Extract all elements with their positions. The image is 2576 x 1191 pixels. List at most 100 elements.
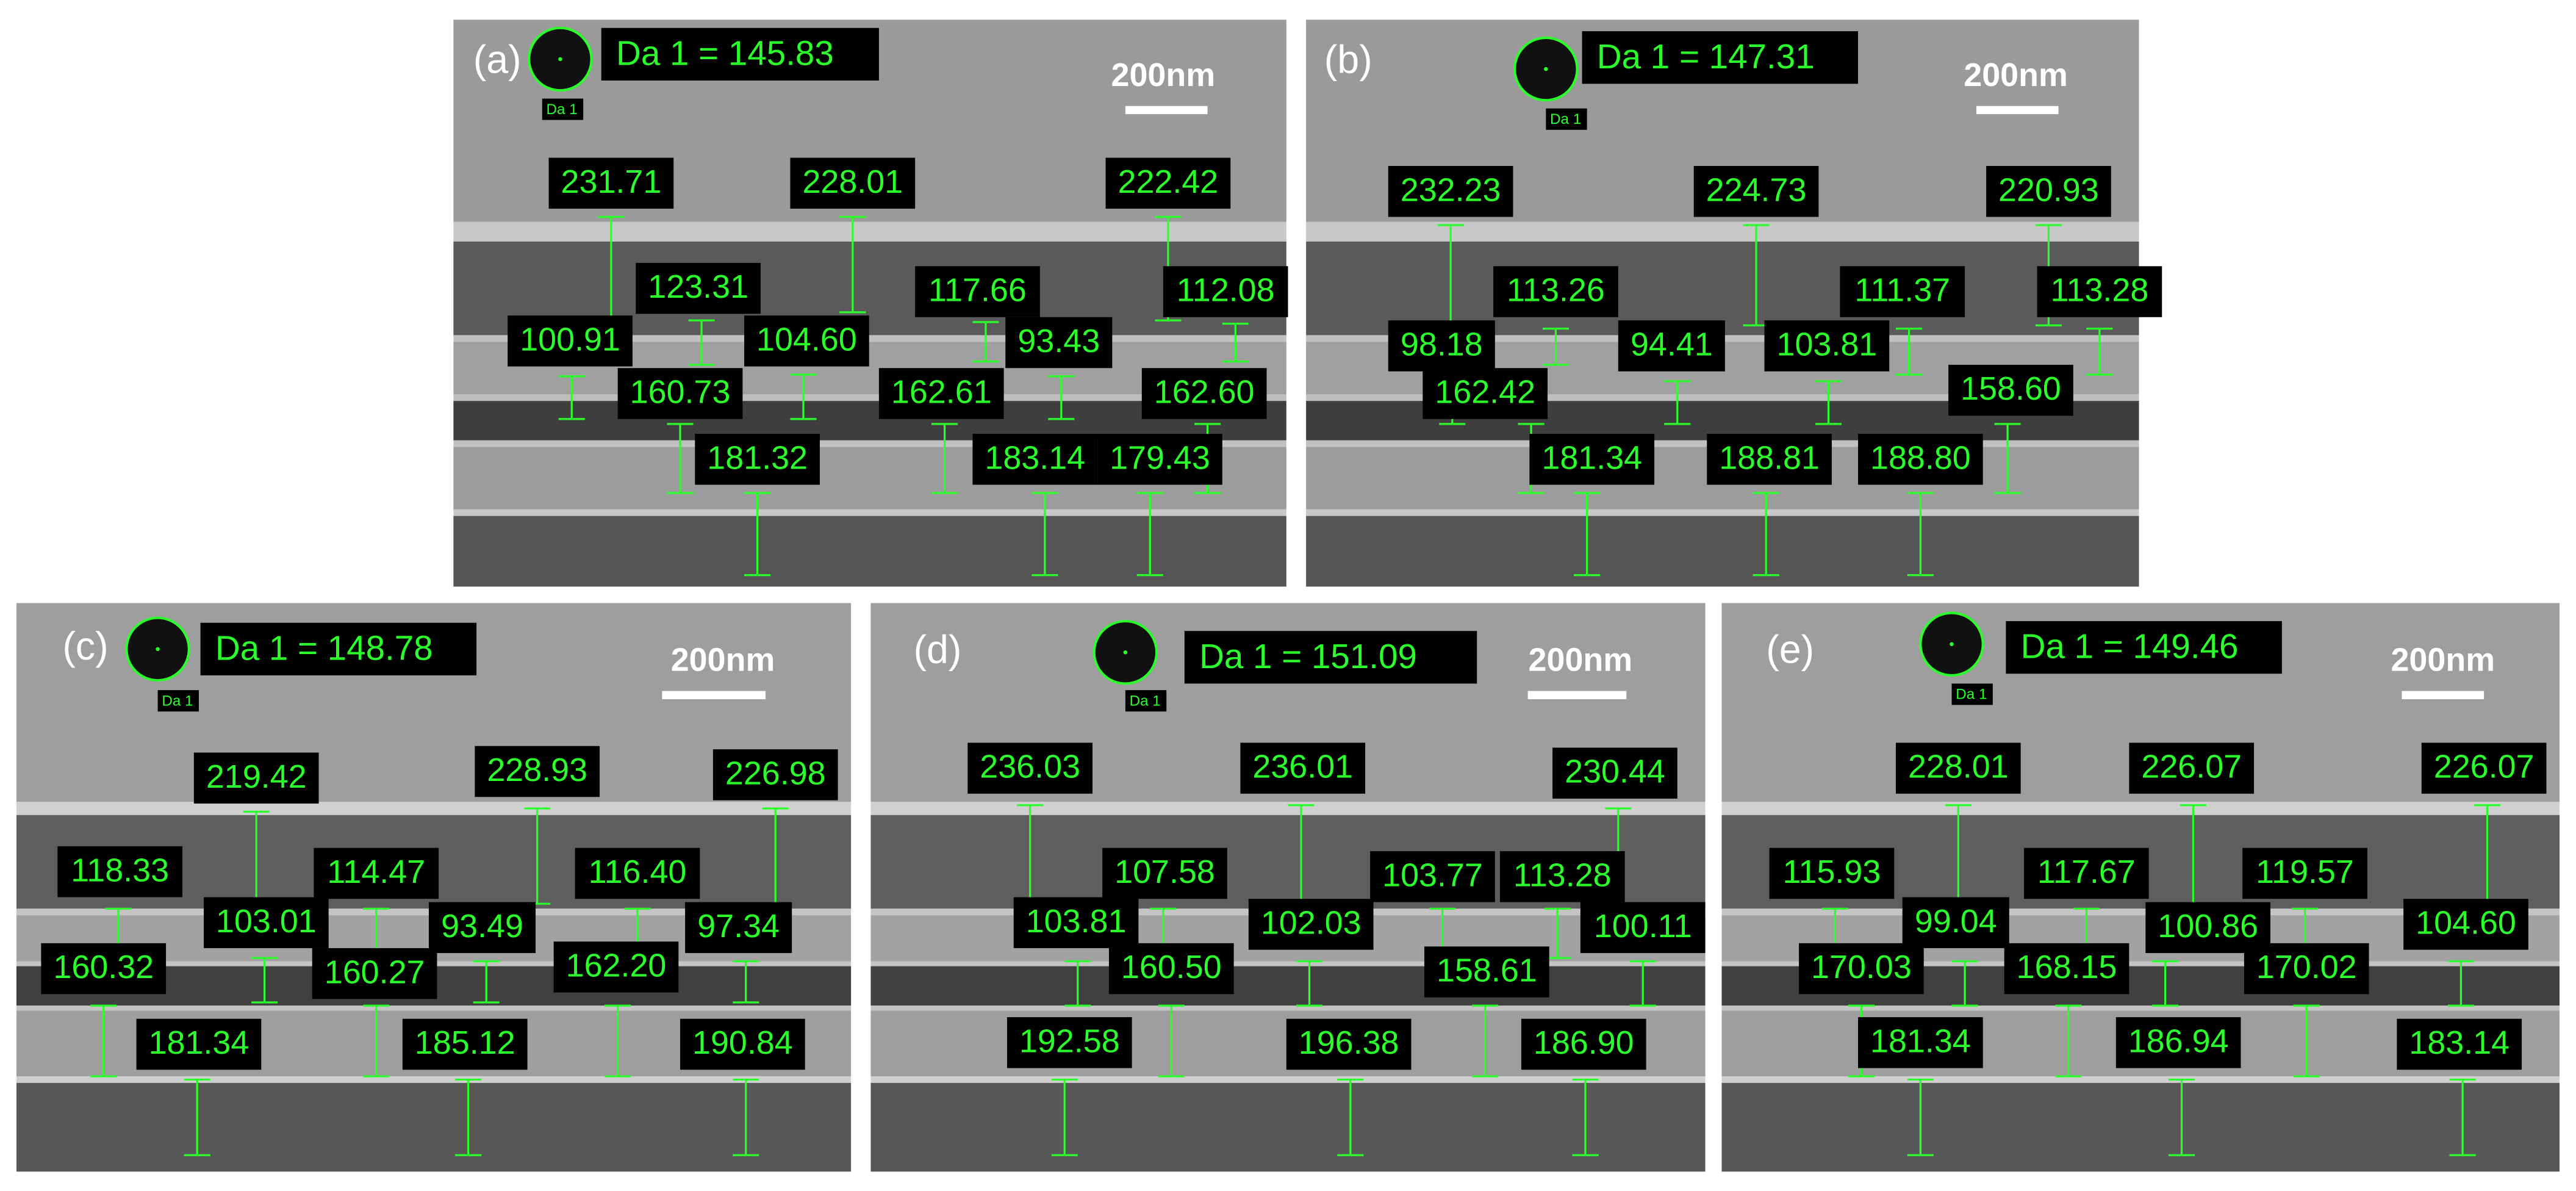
measure-value: 160.50 [1121,949,1222,985]
da-box [2006,621,2282,674]
measure-value: 112.08 [1177,272,1275,309]
measure-value: 196.38 [1299,1024,1399,1061]
measure-box [57,846,183,898]
measure-box [744,315,869,367]
measure-box [204,897,329,948]
measure-box [1102,847,1227,899]
measure-value: 93.49 [441,908,523,945]
measure-value: 162.42 [1435,374,1535,411]
sem-panel: (a) Da 1 = 145.83 Da 1 200nm 231.71 228.01 222… [453,20,1288,587]
measure-box [1013,897,1139,948]
measure-box [2403,899,2528,950]
measure-box [1499,851,1625,902]
measure-value: 219.42 [206,758,307,795]
measure-value: 179.43 [1110,439,1210,476]
scale-label: 200nm [1964,57,2068,93]
measure-value: 224.73 [1706,171,1807,208]
measure-box [314,847,439,899]
sem-band [453,509,1286,516]
measure-value: 220.93 [1998,171,2099,208]
measure-box [680,1018,805,1070]
da-box [1184,631,1477,684]
measure-box [2397,1018,2522,1070]
measure-box [1799,943,1924,995]
measure-value: 168.15 [2017,949,2117,985]
measure-box [1248,899,1374,950]
measure-box [1580,902,1706,954]
sem-band [453,440,1286,447]
measure-value: 188.80 [1870,439,1971,476]
measure-box [402,1018,528,1070]
measure-value: 181.34 [1541,439,1642,476]
measure-box [2004,943,2129,995]
measure-value: 185.12 [415,1024,515,1061]
measure-box [1769,847,1895,899]
measure-box [2129,743,2255,794]
measure-value: 228.93 [487,752,587,788]
measure-value: 103.77 [1382,857,1483,893]
sem-panel: (d) Da 1 = 151.09 Da 1 200nm 236.03 236.01 230… [870,603,1706,1172]
da-value: Da 1 = 151.09 [1199,637,1417,675]
particle-center [1123,650,1128,655]
measure-box [636,262,761,314]
measure-value: 192.58 [1019,1023,1120,1059]
measure-box [915,266,1040,317]
measure-box [548,157,674,209]
measure-value: 111.37 [1854,272,1950,309]
measure-value: 103.81 [1026,903,1127,940]
measure-value: 103.01 [216,903,317,940]
measure-box [1424,946,1549,998]
measure-value: 103.81 [1776,326,1877,362]
measure-value: 236.03 [980,749,1080,785]
measure-box [1840,266,1965,317]
measure-value: 160.32 [53,949,154,985]
measure-value: 230.44 [1565,754,1665,790]
da-tag-box [157,690,199,712]
sem-band [870,1076,1706,1083]
sem-band [870,961,1706,966]
measure-box [1948,364,2073,416]
panel-label: (b) [1324,37,1372,81]
measure-box [136,1018,262,1070]
da-tag-box [1125,690,1167,712]
measure-box [508,315,633,367]
measure-value: 222.42 [1118,164,1219,200]
measure-box [617,368,743,419]
sem-panel: (b) Da 1 = 147.31 Da 1 200nm 232.23 224.73 220… [1306,20,2162,587]
measure-value: 94.41 [1631,326,1713,362]
measure-value: 97.34 [697,908,780,945]
particle-center [1544,67,1548,71]
measure-value: 100.11 [1594,908,1692,945]
measure-value: 186.90 [1534,1024,1634,1061]
sem-band [1721,1006,2560,1011]
scale-label: 200nm [1529,642,1633,678]
measure-value: 228.01 [1908,749,2009,785]
measure-value: 162.60 [1154,374,1255,411]
measure-value: 160.27 [325,954,425,990]
measure-box [312,948,437,999]
measure-box [1493,266,1618,317]
measure-box [1707,433,1832,485]
measure-value: 226.98 [725,755,826,791]
sem-band [1306,394,2139,401]
measure-box [1163,266,1288,317]
scale-label: 200nm [2391,642,2495,678]
measure-box [712,749,838,801]
measure-box [475,746,600,797]
measure-box [1858,1017,1983,1068]
measure-box [1388,166,1513,217]
da-box [1582,31,1859,84]
sem-band [1721,909,2560,916]
measure-value: 114.47 [327,854,425,890]
measure-value: 117.67 [2037,854,2136,890]
sem-band [1721,961,2560,966]
measure-value: 232.23 [1401,171,1501,208]
measure-box [2037,266,2162,317]
sem-band [16,1082,852,1172]
da-tag-box [1546,108,1587,130]
sem-band [1721,802,2560,815]
sem-band [1306,221,2139,242]
measure-box [2024,847,2149,899]
measure-value: 100.86 [2158,908,2258,945]
measure-box [1006,1017,1132,1068]
